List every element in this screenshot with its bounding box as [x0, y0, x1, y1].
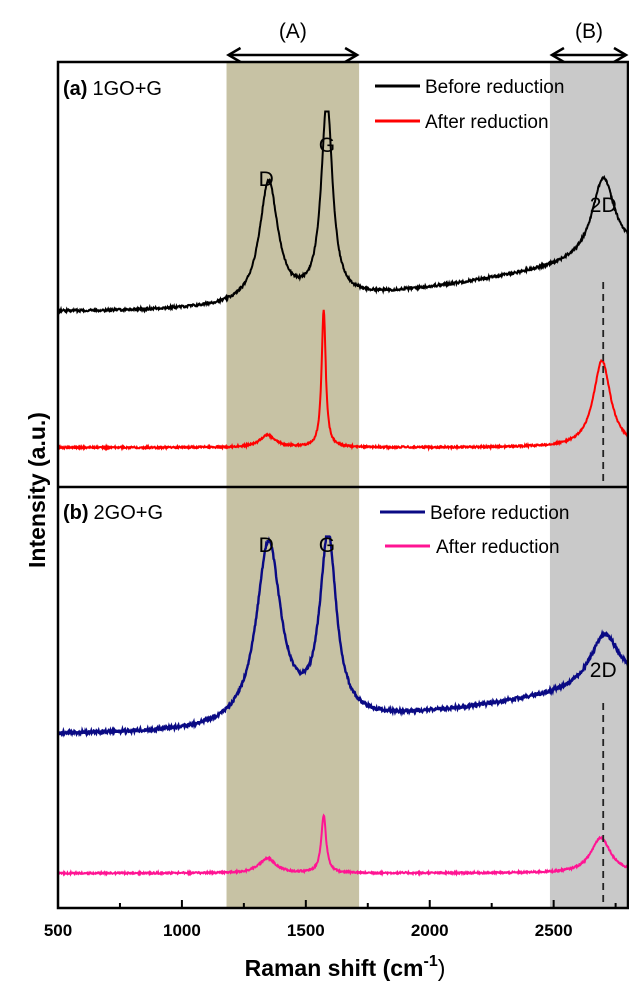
panel-b-peak-2d-label: 2D [590, 659, 617, 682]
region-a-arrowhead-left [226, 46, 242, 64]
panel-a-peak-d-label: D [259, 168, 274, 191]
highlight-regions [226, 62, 628, 908]
region-a-band [226, 62, 360, 908]
panel-a-peak-2d-label: 2D [590, 194, 617, 217]
x-ticks: 500 1000 1500 2000 2500 [44, 900, 617, 940]
panel-b-curve-after [57, 813, 629, 877]
region-b-arrowhead-left [549, 46, 565, 64]
region-label-b: (B) [575, 20, 603, 43]
panel-b-peak-d-label: D [259, 534, 274, 557]
panel-b-label: (b) 2GO+G [63, 502, 163, 524]
panel-a-curve-before [57, 110, 629, 315]
panel-b-legend-after: After reduction [436, 537, 560, 558]
plot-frames [56, 60, 629, 910]
panel-a-peak-g-label: G [319, 134, 335, 157]
panel-b-name: 2GO+G [94, 502, 163, 524]
x-axis-title-sup: -1 [424, 953, 438, 970]
panel-b-letter: (b) [63, 502, 89, 524]
region-b-arrowhead-right [613, 46, 629, 64]
plot-frame [56, 60, 629, 910]
x-tick-label-2500: 2500 [535, 921, 573, 940]
panel-a-label: (a) 1GO+G [63, 78, 162, 100]
region-label-a: (A) [279, 20, 307, 43]
x-axis-title: Raman shift (cm-1) [245, 953, 446, 981]
region-a-arrowhead-right [344, 46, 360, 64]
region-arrows [226, 46, 629, 64]
panel-a-legend-before: Before reduction [425, 77, 564, 98]
panel-a-legend-after: After reduction [425, 112, 549, 133]
panel-a-name: 1GO+G [92, 78, 161, 100]
x-tick-label-1000: 1000 [163, 921, 201, 940]
panel-a-letter: (a) [63, 78, 87, 100]
panel-b-legend-before: Before reduction [430, 503, 569, 524]
panel-b-peak-g-label: G [319, 534, 335, 557]
region-b-band [549, 62, 628, 908]
x-axis-title-main: Raman shift (cm [245, 955, 424, 981]
x-axis-title-end: ) [438, 955, 446, 981]
x-tick-label-500: 500 [44, 921, 72, 940]
panel-b-curve-before [56, 535, 629, 738]
panel-a-curve-after [57, 309, 629, 452]
y-axis-title: Intensity (a.u.) [24, 412, 50, 568]
x-tick-label-1500: 1500 [287, 921, 325, 940]
x-tick-label-2000: 2000 [411, 921, 449, 940]
spectra-curves [56, 110, 629, 877]
